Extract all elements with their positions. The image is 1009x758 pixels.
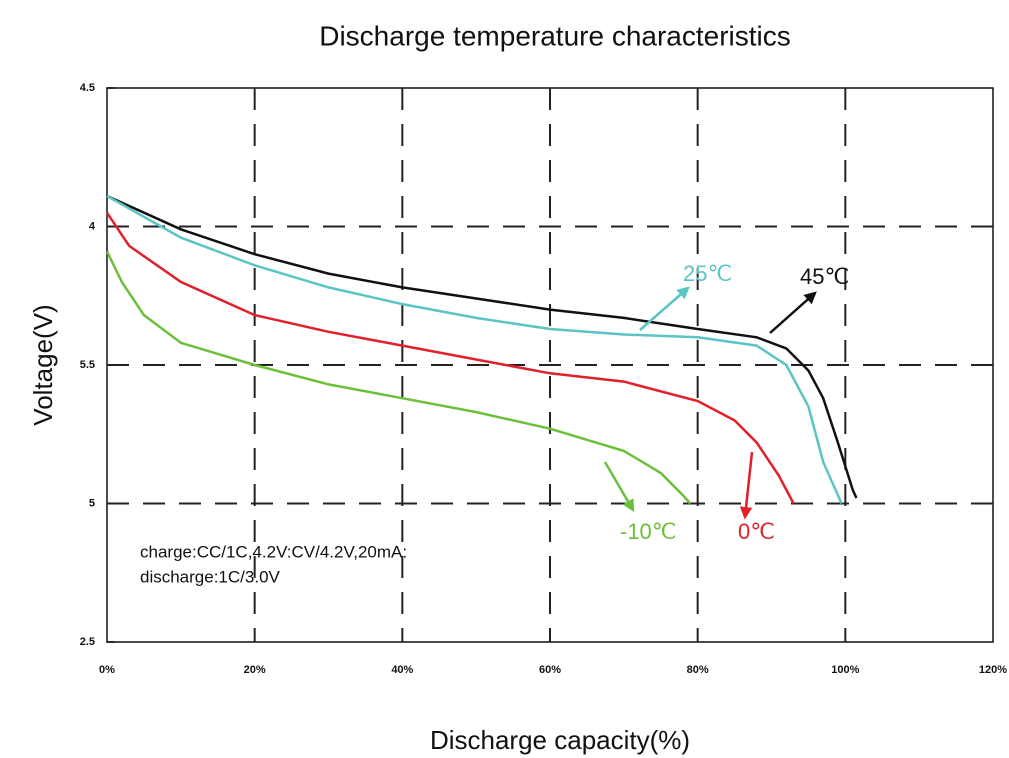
series-line <box>106 194 843 505</box>
x-tick-label: 120% <box>979 664 1007 676</box>
series-line <box>106 194 858 499</box>
y-tick-label: 4.5 <box>80 82 95 94</box>
x-tick-label: 100% <box>831 664 859 676</box>
annotation-arrow <box>639 286 690 331</box>
x-tick-label: 60% <box>539 664 561 676</box>
series-label: 25℃ <box>683 261 732 286</box>
x-axis-label: Discharge capacity(%) <box>430 725 690 755</box>
annotation-arrow <box>739 451 754 520</box>
series-label: 0℃ <box>738 519 775 544</box>
series-line <box>105 250 692 505</box>
y-tick-label: 5.5 <box>80 359 95 371</box>
x-tick-label: 80% <box>687 664 709 676</box>
y-tick-label: 5 <box>89 497 95 509</box>
y-tick-label: 4 <box>89 220 96 232</box>
x-tick-label: 0% <box>99 664 115 676</box>
annotation-arrow <box>769 291 817 334</box>
y-axis-label: Voltage(V) <box>28 304 58 425</box>
series-label: -10℃ <box>620 519 677 544</box>
series-line <box>105 212 795 505</box>
y-tick-label: 2.5 <box>80 636 95 648</box>
note: discharge:1C/3.0V <box>140 567 281 586</box>
series-label: 45℃ <box>800 264 849 289</box>
x-tick-label: 20% <box>244 664 266 676</box>
note: charge:CC/1C,4.2V:CV/4.2V,20mA: <box>140 542 407 561</box>
chart-title: Discharge temperature characteristics <box>319 20 791 51</box>
annotation-arrow <box>603 461 635 513</box>
x-tick-label: 40% <box>391 664 413 676</box>
